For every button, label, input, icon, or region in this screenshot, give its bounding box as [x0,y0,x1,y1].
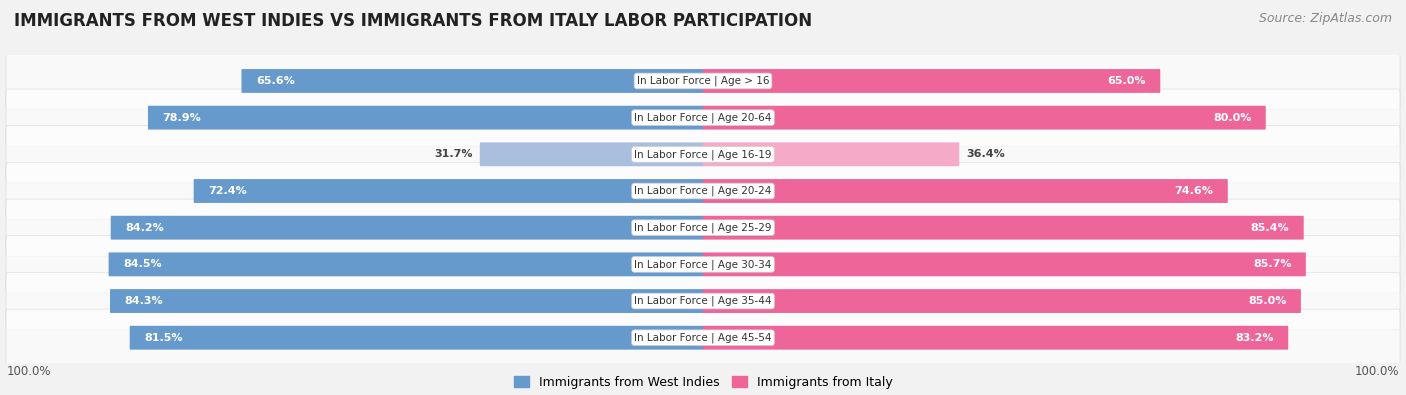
Text: 74.6%: 74.6% [1174,186,1213,196]
FancyBboxPatch shape [108,252,703,276]
FancyBboxPatch shape [6,53,1400,109]
Text: 65.6%: 65.6% [256,76,295,86]
FancyBboxPatch shape [242,69,703,93]
Text: In Labor Force | Age 25-29: In Labor Force | Age 25-29 [634,222,772,233]
Text: 36.4%: 36.4% [966,149,1005,159]
Text: In Labor Force | Age 45-54: In Labor Force | Age 45-54 [634,333,772,343]
Text: 80.0%: 80.0% [1213,113,1251,123]
FancyBboxPatch shape [6,273,1400,330]
Text: In Labor Force | Age 35-44: In Labor Force | Age 35-44 [634,296,772,306]
FancyBboxPatch shape [6,199,1400,256]
FancyBboxPatch shape [148,106,703,130]
Text: 100.0%: 100.0% [1354,365,1399,378]
FancyBboxPatch shape [703,106,1265,130]
Text: In Labor Force | Age 30-34: In Labor Force | Age 30-34 [634,259,772,270]
Text: In Labor Force | Age 16-19: In Labor Force | Age 16-19 [634,149,772,160]
Text: 31.7%: 31.7% [434,149,472,159]
Text: In Labor Force | Age > 16: In Labor Force | Age > 16 [637,76,769,86]
Text: In Labor Force | Age 20-24: In Labor Force | Age 20-24 [634,186,772,196]
FancyBboxPatch shape [110,289,703,313]
Text: 81.5%: 81.5% [145,333,183,343]
Text: 84.5%: 84.5% [124,260,162,269]
FancyBboxPatch shape [703,216,1303,240]
Text: 100.0%: 100.0% [7,365,52,378]
Text: 65.0%: 65.0% [1108,76,1146,86]
FancyBboxPatch shape [703,143,959,166]
FancyBboxPatch shape [6,126,1400,183]
Text: 85.0%: 85.0% [1249,296,1286,306]
FancyBboxPatch shape [703,252,1306,276]
FancyBboxPatch shape [194,179,703,203]
FancyBboxPatch shape [6,162,1400,220]
Text: 72.4%: 72.4% [208,186,247,196]
Text: In Labor Force | Age 20-64: In Labor Force | Age 20-64 [634,113,772,123]
FancyBboxPatch shape [6,236,1400,293]
FancyBboxPatch shape [703,179,1227,203]
FancyBboxPatch shape [111,216,703,240]
FancyBboxPatch shape [129,326,703,350]
FancyBboxPatch shape [703,289,1301,313]
FancyBboxPatch shape [479,143,703,166]
Text: IMMIGRANTS FROM WEST INDIES VS IMMIGRANTS FROM ITALY LABOR PARTICIPATION: IMMIGRANTS FROM WEST INDIES VS IMMIGRANT… [14,12,813,30]
Text: 78.9%: 78.9% [162,113,201,123]
Text: 85.7%: 85.7% [1253,260,1292,269]
Text: 85.4%: 85.4% [1251,223,1289,233]
Text: 83.2%: 83.2% [1236,333,1274,343]
FancyBboxPatch shape [6,309,1400,366]
Text: Source: ZipAtlas.com: Source: ZipAtlas.com [1258,12,1392,25]
FancyBboxPatch shape [703,69,1160,93]
Text: 84.2%: 84.2% [125,223,165,233]
FancyBboxPatch shape [6,89,1400,146]
FancyBboxPatch shape [703,326,1288,350]
Legend: Immigrants from West Indies, Immigrants from Italy: Immigrants from West Indies, Immigrants … [513,376,893,389]
Text: 84.3%: 84.3% [125,296,163,306]
